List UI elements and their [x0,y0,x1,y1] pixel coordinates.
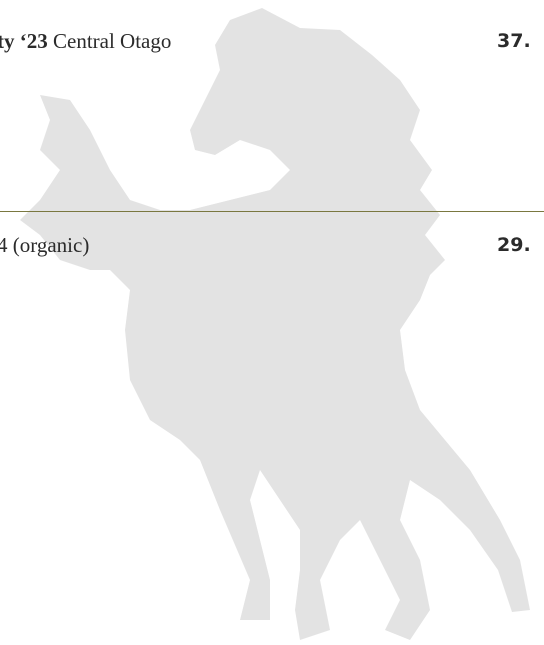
item-price: 37. [497,26,531,56]
item-name-bold: ty ‘23 [0,29,48,53]
menu-page: {"items": [ {"name_bold": "ty ‘23", "reg… [0,0,544,645]
item-region: Central Otago [53,29,171,53]
horse-watermark [0,0,544,645]
divider [0,211,544,212]
menu-item: 4 (organic) 29. [0,230,544,260]
item-name: 4 (organic) [0,230,89,260]
item-name: ty ‘23 Central Otago [0,26,171,56]
item-price: 29. [497,230,531,260]
menu-item: ty ‘23 Central Otago 37. [0,26,544,56]
